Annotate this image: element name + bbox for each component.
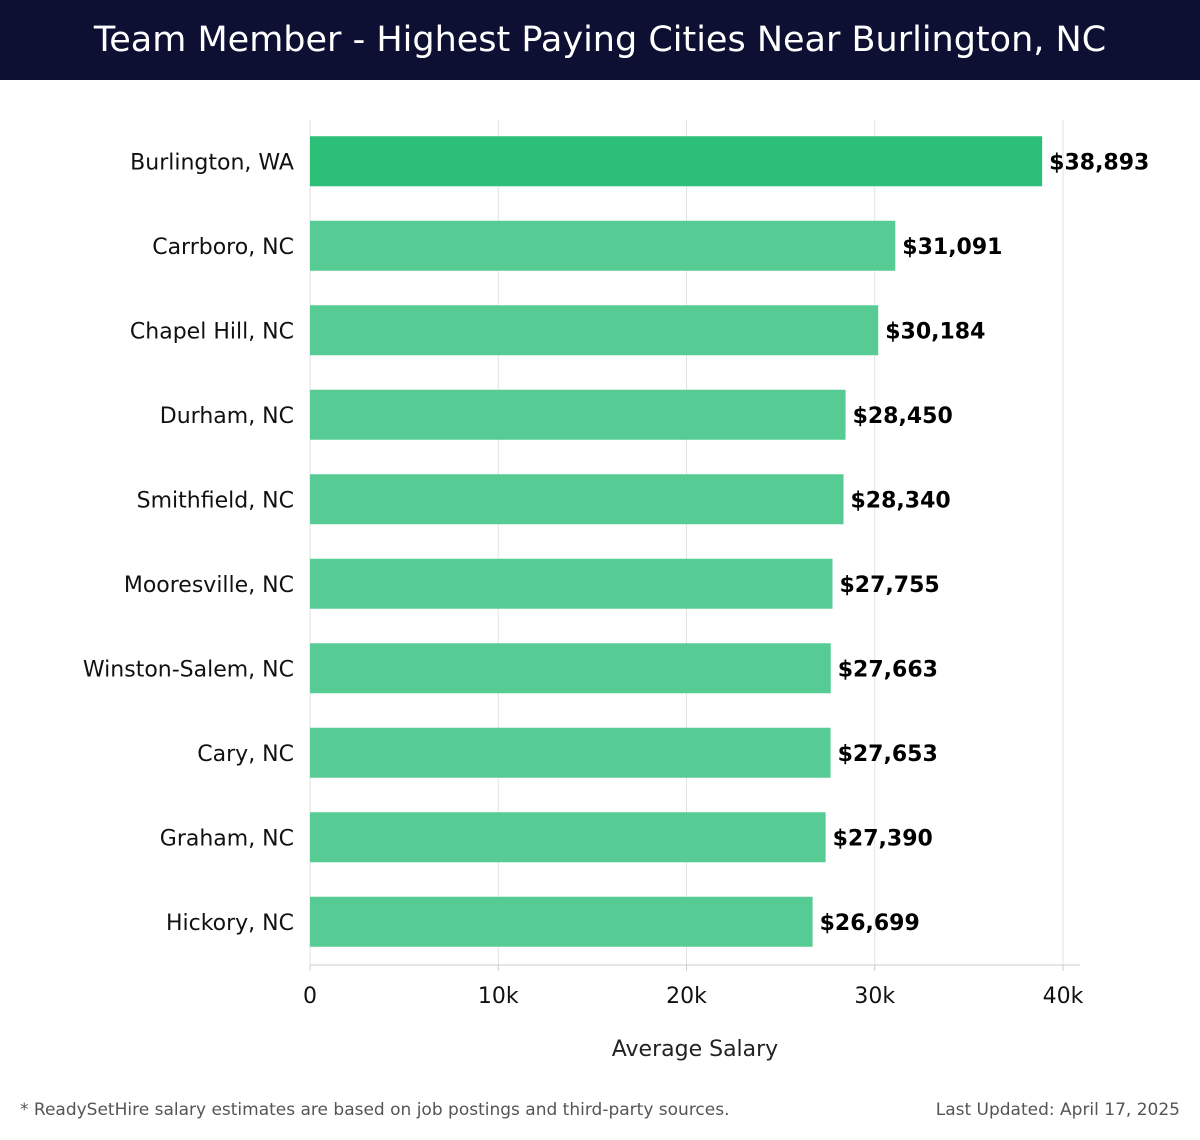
- x-tick-label: 20k: [666, 984, 707, 1009]
- bar: [310, 136, 1043, 187]
- footnote: * ReadySetHire salary estimates are base…: [20, 1100, 730, 1120]
- bar: [310, 558, 833, 609]
- x-tick-label: 40k: [1043, 984, 1084, 1009]
- bar: [310, 643, 831, 694]
- category-label: Durham, NC: [160, 404, 294, 429]
- value-label: $30,184: [885, 319, 985, 344]
- value-label: $27,653: [838, 742, 938, 767]
- bar: [310, 812, 826, 863]
- value-label: $28,340: [851, 488, 951, 513]
- category-label: Hickory, NC: [166, 911, 294, 936]
- bar: [310, 389, 846, 440]
- category-label: Cary, NC: [197, 742, 294, 767]
- value-label: $38,893: [1049, 150, 1149, 175]
- x-tick-label: 0: [303, 984, 317, 1009]
- x-tick-label: 30k: [854, 984, 895, 1009]
- category-label: Burlington, WA: [130, 150, 294, 175]
- bar: [310, 896, 813, 947]
- value-label: $27,663: [838, 657, 938, 682]
- value-label: $27,390: [833, 826, 933, 851]
- value-label: $27,755: [839, 573, 939, 598]
- category-label: Winston-Salem, NC: [83, 657, 294, 682]
- last-updated: Last Updated: April 17, 2025: [935, 1100, 1180, 1120]
- category-label: Mooresville, NC: [124, 573, 294, 598]
- bar: [310, 727, 831, 778]
- x-axis-title: Average Salary: [612, 1037, 778, 1062]
- bar: [310, 474, 844, 525]
- x-tick-label: 10k: [478, 984, 519, 1009]
- bar: [310, 305, 879, 356]
- category-label: Chapel Hill, NC: [130, 319, 294, 344]
- chart-header: Team Member - Highest Paying Cities Near…: [0, 0, 1200, 80]
- value-label: $26,699: [820, 911, 920, 936]
- category-label: Carrboro, NC: [152, 235, 294, 260]
- value-label: $28,450: [853, 404, 953, 429]
- category-label: Graham, NC: [160, 826, 294, 851]
- salary-bar-chart: 0 10k 20k 30k 40k Average Salary Burlington, W…: [83, 120, 1149, 1062]
- value-label: $31,091: [902, 235, 1002, 260]
- chart-title: Team Member - Highest Paying Cities Near…: [93, 20, 1107, 60]
- category-label: Smithfield, NC: [137, 488, 294, 513]
- bar: [310, 220, 896, 271]
